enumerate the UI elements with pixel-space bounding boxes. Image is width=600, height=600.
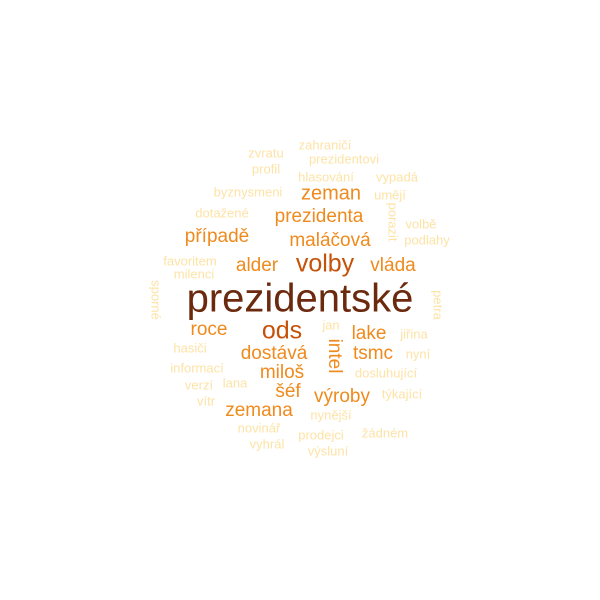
word-tsmc: tsmc: [353, 343, 393, 364]
word-lana: lana: [223, 375, 248, 390]
word-zahraničí: zahraničí: [299, 137, 352, 152]
word-petra: petra: [431, 290, 446, 320]
word-dostává: dostává: [241, 343, 308, 364]
word-vyhrál: vyhrál: [250, 436, 285, 451]
word-zvratu: zvratu: [248, 145, 283, 160]
word-žádném: žádném: [362, 425, 408, 440]
word-podlahy: podlahy: [404, 232, 450, 247]
word-vláda: vláda: [370, 255, 416, 276]
word-dotažené: dotažené: [195, 205, 249, 220]
word-týkající: týkající: [382, 386, 423, 401]
word-umějí: umějí: [374, 187, 406, 202]
word-byznysmeni: byznysmeni: [214, 184, 283, 199]
word-milenci: milenci: [174, 266, 215, 281]
word-hlasování: hlasování: [298, 169, 354, 184]
word-výsluní: výsluní: [308, 443, 349, 458]
word-porazit: porazit: [386, 202, 401, 241]
word-prezidentovi: prezidentovi: [309, 151, 379, 166]
word-roce: roce: [191, 319, 228, 340]
word-maláčová: maláčová: [289, 230, 371, 251]
word-profil: profil: [252, 161, 280, 176]
word-sporné: sporné: [149, 280, 164, 320]
word-jiřina: jiřina: [399, 326, 428, 341]
word-favoritem: favoritem: [163, 253, 216, 268]
word-výroby: výroby: [314, 386, 370, 407]
word-případě: případě: [185, 226, 249, 247]
word-zemana: zemana: [225, 400, 293, 421]
word-volbě: volbě: [405, 216, 436, 231]
word-informací: informací: [170, 360, 224, 375]
word-hasiči: hasiči: [173, 340, 206, 355]
word-nynější: nynější: [310, 407, 352, 422]
word-ods: ods: [262, 317, 302, 345]
word-prodejci: prodejci: [298, 427, 344, 442]
word-nyní: nyní: [406, 346, 431, 361]
word-volby: volby: [296, 250, 355, 278]
word-miloš: miloš: [260, 362, 304, 383]
word-zeman: zeman: [301, 182, 361, 204]
word-šéf: šéf: [275, 381, 301, 402]
word-intel: intel: [324, 339, 345, 374]
word-vítr: vítr: [197, 393, 216, 408]
word-verzí: verzí: [185, 377, 214, 392]
word-jan: jan: [321, 317, 339, 332]
word-novinář: novinář: [238, 420, 281, 435]
word-lake: lake: [352, 323, 387, 344]
word-prezidentské: prezidentské: [187, 277, 414, 321]
word-dosluhující: dosluhující: [355, 365, 418, 380]
word-alder: alder: [236, 255, 279, 276]
word-vypadá: vypadá: [376, 169, 419, 184]
word-prezidenta: prezidenta: [275, 206, 364, 227]
